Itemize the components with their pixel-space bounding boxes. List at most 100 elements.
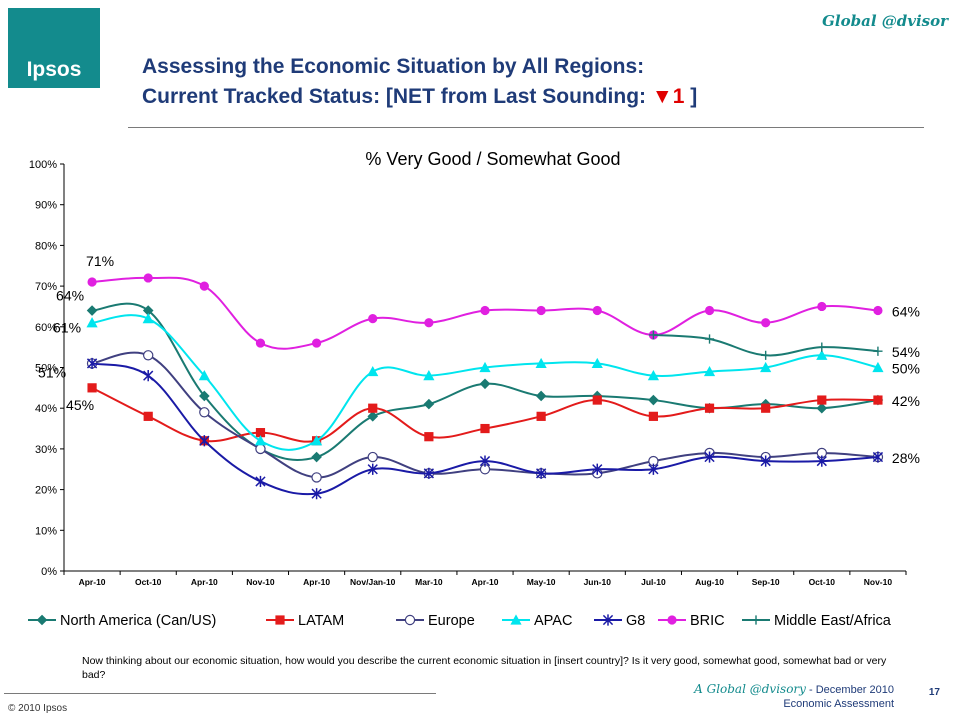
- publication-subtitle: Economic Assessment: [783, 698, 894, 710]
- data-point: [873, 346, 883, 356]
- y-tick-label: 100%: [29, 159, 57, 171]
- data-point: [816, 402, 828, 414]
- data-point: [198, 370, 210, 381]
- title-divider: [128, 127, 924, 128]
- title-line-1: Assessing the Economic Situation by All …: [142, 55, 645, 78]
- legend-item: G8: [594, 613, 645, 629]
- series-line: [91, 314, 879, 451]
- data-label: 42%: [892, 393, 920, 409]
- data-point: [86, 357, 98, 370]
- legend-item: BRIC: [658, 613, 725, 629]
- y-tick-label: 80%: [35, 240, 57, 252]
- data-point: [480, 305, 490, 316]
- data-point: [142, 313, 154, 324]
- x-tick-label: Nov/Jan-10: [350, 577, 396, 587]
- data-point: [536, 411, 546, 421]
- legend-marker: [404, 614, 416, 626]
- data-point: [648, 463, 659, 475]
- chart-series: [86, 273, 884, 500]
- x-tick-label: Oct-10: [135, 577, 162, 587]
- data-point: [367, 463, 378, 475]
- data-point: [368, 403, 378, 413]
- x-tick-label: Apr-10: [303, 577, 330, 587]
- copyright: © 2010 Ipsos: [8, 703, 68, 714]
- data-point: [367, 411, 379, 422]
- y-tick-label: 70%: [35, 281, 57, 293]
- data-point: [255, 475, 266, 488]
- data-point: [872, 451, 884, 463]
- page-title: Assessing the Economic Situation by All …: [142, 52, 697, 112]
- y-tick-label: 0%: [41, 566, 57, 578]
- legend-marker: [36, 614, 48, 626]
- data-point: [535, 390, 547, 402]
- publication-date: - December 2010: [805, 684, 894, 696]
- net-change-value: 1: [672, 85, 685, 108]
- y-tick-label: 20%: [35, 485, 57, 497]
- legend-item: Middle East/Africa: [742, 613, 892, 629]
- data-point: [254, 435, 267, 446]
- x-tick-label: Nov-10: [864, 577, 893, 587]
- data-point: [873, 305, 883, 316]
- x-tick-label: Mar-10: [415, 577, 443, 587]
- series-line: [91, 386, 878, 443]
- data-point: [424, 432, 434, 442]
- data-point: [704, 403, 715, 413]
- data-point: [592, 305, 602, 316]
- legend-label: Middle East/Africa: [774, 613, 892, 629]
- chart-axes: 0% 10% 20% 30% 40% 50% 60% 70% 80% 90% 100% Apr-10 O…: [29, 159, 907, 587]
- data-point: [873, 395, 883, 405]
- legend-marker: [275, 615, 285, 625]
- legend-item: LATAM: [266, 613, 344, 629]
- x-tick-label: Sep-10: [752, 577, 780, 587]
- x-tick-label: Apr-10: [191, 577, 218, 587]
- data-label: 45%: [66, 397, 94, 413]
- data-point: [311, 451, 322, 463]
- x-tick-label: Apr-10: [472, 577, 499, 587]
- y-tick-label: 40%: [35, 403, 57, 415]
- data-point: [87, 277, 97, 287]
- chart-data-labels: 71%64%61%51%45%64%54%50%42%28%: [38, 253, 920, 466]
- data-point: [761, 403, 771, 413]
- data-point: [199, 435, 210, 447]
- data-point: [592, 395, 602, 405]
- data-label: 50%: [892, 361, 920, 377]
- x-tick-label: Jul-10: [641, 577, 666, 587]
- data-point: [648, 411, 658, 421]
- data-point: [311, 435, 323, 446]
- data-point: [143, 370, 154, 382]
- data-point: [199, 281, 209, 291]
- data-point: [311, 488, 322, 500]
- data-label: 64%: [56, 288, 84, 304]
- series-apac: [86, 313, 884, 451]
- legend-marker: [602, 614, 614, 626]
- data-point: [199, 390, 210, 402]
- data-point: [817, 301, 827, 312]
- data-label: 64%: [892, 304, 920, 320]
- series-middle-east-africa: [648, 330, 883, 360]
- data-point: [480, 423, 490, 434]
- data-point: [816, 455, 827, 467]
- legend-item: North America (Can/US): [28, 613, 216, 629]
- data-point: [479, 361, 491, 373]
- x-tick-label: Oct-10: [809, 577, 836, 587]
- x-tick-label: Apr-10: [79, 577, 106, 587]
- data-point: [311, 472, 322, 483]
- legend-label: G8: [626, 613, 645, 629]
- data-point: [423, 398, 435, 410]
- y-tick-label: 90%: [35, 200, 57, 212]
- data-point: [479, 378, 491, 390]
- data-point: [424, 318, 434, 328]
- data-point: [704, 451, 715, 463]
- data-point: [255, 338, 266, 348]
- footer-divider: [4, 693, 436, 694]
- legend-label: Europe: [428, 613, 475, 629]
- x-tick-label: May-10: [527, 577, 556, 587]
- y-tick-label: 50%: [35, 363, 57, 375]
- legend-label: BRIC: [690, 613, 725, 629]
- data-point: [592, 463, 603, 475]
- data-label: 61%: [53, 320, 81, 336]
- data-label: 51%: [38, 364, 66, 380]
- data-point: [255, 428, 266, 438]
- legend-item: Europe: [396, 613, 475, 629]
- chart-title: % Very Good / Somewhat Good: [365, 149, 620, 169]
